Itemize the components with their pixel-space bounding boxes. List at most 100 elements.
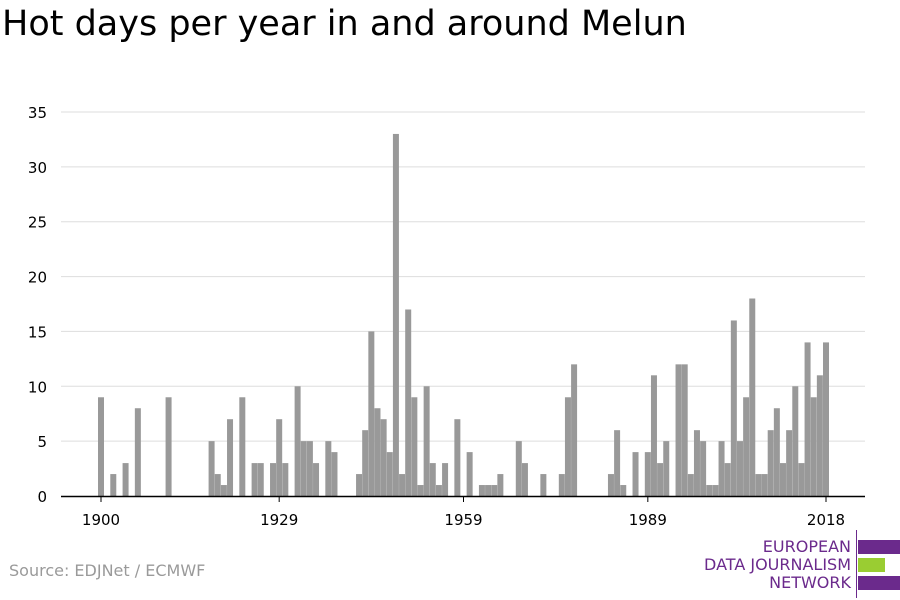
x-tick-label: 1989 (629, 511, 667, 529)
bar-2009 (767, 430, 774, 496)
bar-1920 (220, 485, 227, 496)
x-tick-label: 1959 (444, 511, 482, 529)
bar-1919 (214, 474, 221, 496)
bar-2012 (786, 430, 793, 496)
edjnet-logo: EUROPEAN DATA JOURNALISM NETWORK (700, 528, 900, 600)
bar-1964 (491, 485, 498, 496)
bar-2006 (749, 298, 756, 496)
bar-2015 (804, 342, 811, 496)
bar-1943 (362, 430, 369, 496)
bar-2013 (792, 386, 799, 496)
bar-1906 (134, 408, 141, 496)
y-tick-label: 20 (28, 269, 47, 287)
bar-1983 (607, 474, 614, 496)
bar-2005 (743, 397, 750, 496)
bar-1954 (429, 463, 436, 496)
bar-1987 (632, 452, 639, 496)
bar-1928 (270, 463, 277, 496)
bar-1995 (681, 364, 688, 496)
x-tick-label: 1900 (82, 511, 120, 529)
x-axis-ticks: 1900 1929 1959 1989 2018 (82, 496, 845, 529)
bar-2007 (755, 474, 762, 496)
logo-bar-green (858, 558, 885, 572)
bar-1990 (650, 375, 657, 496)
y-tick-label: 10 (28, 378, 47, 396)
bar-1958 (454, 419, 461, 496)
y-tick-label: 15 (28, 323, 47, 341)
bar-1904 (122, 463, 129, 496)
bar-1956 (442, 463, 449, 496)
bar-1944 (368, 331, 375, 496)
x-tick-label: 2018 (807, 511, 845, 529)
bar-1926 (257, 463, 264, 496)
bars (98, 133, 829, 496)
bar-1952 (417, 485, 424, 496)
bar-1968 (515, 441, 522, 496)
bar-2010 (773, 408, 780, 496)
bar-2001 (718, 441, 725, 496)
bar-1984 (614, 430, 621, 496)
bar-1963 (485, 485, 492, 496)
y-tick-label: 30 (28, 159, 47, 177)
bar-1972 (540, 474, 547, 496)
bar-1930 (282, 463, 289, 496)
bar-1992 (663, 441, 670, 496)
logo-line-3: NETWORK (769, 573, 851, 592)
bar-2017 (816, 375, 823, 496)
bar-1949 (399, 474, 406, 496)
bar-2004 (736, 441, 743, 496)
bar-1955 (435, 485, 442, 496)
logo-line-1: EUROPEAN (762, 537, 851, 556)
gridlines (61, 111, 865, 442)
bar-1975 (558, 474, 565, 496)
bar-1965 (497, 474, 504, 496)
y-tick-label: 5 (37, 433, 47, 451)
bar-chart: 0 5 10 15 20 25 30 35 1900 1929 1959 1989 2018 (28, 104, 865, 529)
bar-1921 (227, 419, 234, 496)
bar-2016 (810, 397, 817, 496)
bar-1900 (98, 397, 104, 496)
bar-1918 (208, 441, 215, 496)
bar-1994 (675, 364, 682, 496)
bar-1989 (644, 452, 651, 496)
bar-1997 (693, 430, 700, 496)
bar-1996 (687, 474, 694, 496)
logo-divider (856, 530, 857, 598)
bar-2003 (730, 320, 737, 496)
bar-1999 (706, 485, 713, 496)
bar-1925 (251, 463, 258, 496)
bar-2018 (823, 342, 829, 496)
bar-2008 (761, 474, 768, 496)
bar-1934 (306, 441, 313, 496)
bar-1937 (325, 441, 332, 496)
bar-1953 (423, 386, 430, 496)
bar-1977 (571, 364, 578, 496)
bar-2011 (779, 463, 786, 496)
bar-2000 (712, 485, 719, 496)
logo-bar-purple-bottom (858, 576, 900, 590)
bar-1998 (700, 441, 707, 496)
bar-2002 (724, 463, 731, 496)
bar-1991 (657, 463, 664, 496)
chart-title: Hot days per year in and around Melun (2, 4, 687, 44)
bar-1976 (564, 397, 571, 496)
y-tick-label: 0 (37, 488, 47, 506)
bar-1911 (165, 397, 172, 496)
y-tick-label: 25 (28, 214, 47, 232)
bar-1942 (356, 474, 363, 496)
x-tick-label: 1929 (260, 511, 298, 529)
bar-1969 (521, 463, 528, 496)
logo-bar-purple-top (858, 540, 900, 554)
bar-2014 (798, 463, 805, 496)
y-tick-label: 35 (28, 104, 47, 122)
bar-1902 (110, 474, 117, 496)
bar-1933 (300, 441, 307, 496)
bar-1923 (239, 397, 246, 496)
bar-1950 (405, 309, 412, 496)
bar-1985 (620, 485, 627, 496)
bar-1935 (313, 463, 320, 496)
bar-1960 (466, 452, 473, 496)
bar-1929 (276, 419, 283, 496)
bar-1948 (392, 133, 399, 496)
bar-1932 (294, 386, 301, 496)
